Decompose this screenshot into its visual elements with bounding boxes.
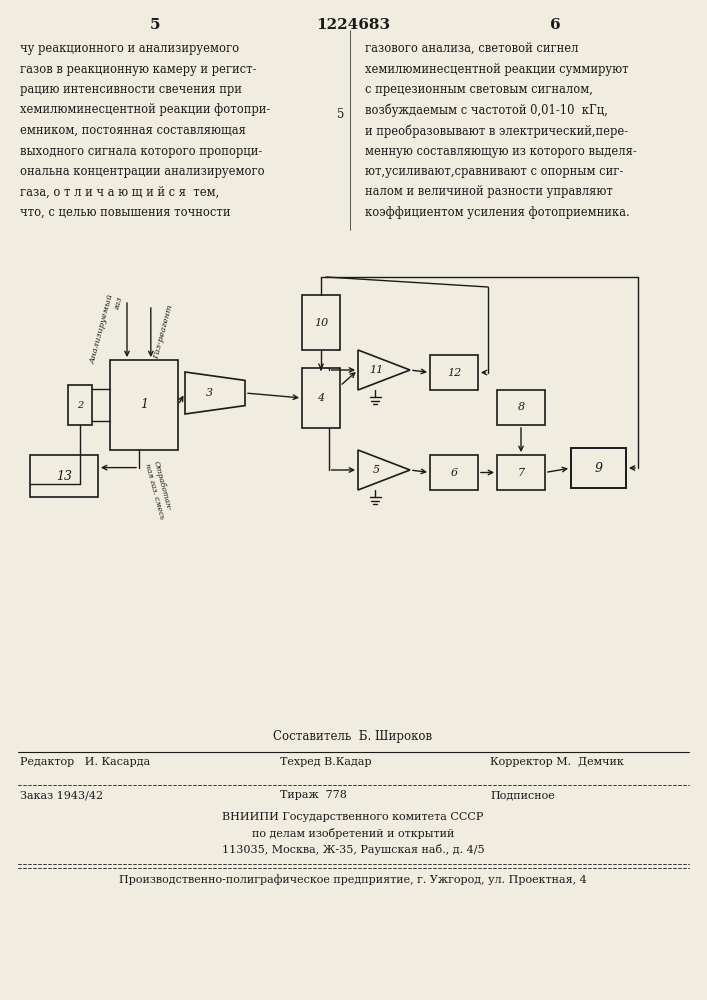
Text: 5: 5: [150, 18, 160, 32]
Bar: [302, 368, 340, 428]
Bar: [430, 355, 478, 390]
Text: что, с целью повышения точности: что, с целью повышения точности: [20, 206, 230, 219]
Text: рацию интенсивности свечения при: рацию интенсивности свечения при: [20, 83, 242, 96]
Text: хемилюминесцентной реакции суммируют: хемилюминесцентной реакции суммируют: [365, 62, 629, 76]
Text: Корректор М.  Демчик: Корректор М. Демчик: [490, 757, 624, 767]
Text: Отработан-
ная газ. смесь: Отработан- ная газ. смесь: [143, 460, 175, 520]
Text: 6: 6: [549, 18, 561, 32]
Bar: [68, 385, 92, 425]
Text: Заказ 1943/42: Заказ 1943/42: [20, 790, 103, 800]
Text: 1224683: 1224683: [316, 18, 390, 32]
Text: коэффициентом усиления фотоприемника.: коэффициентом усиления фотоприемника.: [365, 206, 630, 219]
Text: 3: 3: [206, 388, 213, 398]
Text: по делам изобретений и открытий: по делам изобретений и открытий: [252, 828, 454, 839]
Text: с прецезионным световым сигналом,: с прецезионным световым сигналом,: [365, 83, 593, 96]
Text: Производственно-полиграфическое предприятие, г. Ужгород, ул. Проектная, 4: Производственно-полиграфическое предприя…: [119, 874, 587, 885]
Text: 10: 10: [314, 318, 328, 328]
Bar: [302, 295, 340, 350]
Bar: [30, 455, 98, 497]
Text: чу реакционного и анализируемого: чу реакционного и анализируемого: [20, 42, 239, 55]
Text: 9: 9: [595, 462, 602, 475]
Text: ональна концентрации анализируемого: ональна концентрации анализируемого: [20, 165, 264, 178]
Text: 5: 5: [337, 107, 344, 120]
Text: выходного сигнала которого пропорци-: выходного сигнала которого пропорци-: [20, 144, 262, 157]
Text: Подписное: Подписное: [490, 790, 555, 800]
Text: 12: 12: [447, 367, 461, 377]
Text: Составитель  Б. Широков: Составитель Б. Широков: [274, 730, 433, 743]
Text: ВНИИПИ Государственного комитета СССР: ВНИИПИ Государственного комитета СССР: [222, 812, 484, 822]
Bar: [571, 448, 626, 488]
Text: 4: 4: [317, 393, 325, 403]
Text: 5: 5: [373, 465, 380, 475]
Text: Анализируемый
газ: Анализируемый газ: [88, 293, 124, 367]
Text: 11: 11: [369, 365, 383, 375]
Text: газов в реакционную камеру и регист-: газов в реакционную камеру и регист-: [20, 62, 257, 76]
Text: 6: 6: [450, 468, 457, 478]
Text: 113035, Москва, Ж-35, Раушская наб., д. 4/5: 113035, Москва, Ж-35, Раушская наб., д. …: [222, 844, 484, 855]
Text: 7: 7: [518, 468, 525, 478]
Text: возбуждаемым с частотой 0,01-10  кГц,: возбуждаемым с частотой 0,01-10 кГц,: [365, 104, 608, 117]
Text: хемилюминесцентной реакции фотопри-: хемилюминесцентной реакции фотопри-: [20, 104, 270, 116]
Text: 8: 8: [518, 402, 525, 412]
Text: Редактор   И. Касарда: Редактор И. Касарда: [20, 757, 151, 767]
Bar: [497, 390, 545, 425]
Bar: [430, 455, 478, 490]
Text: газа, о т л и ч а ю щ и й с я  тем,: газа, о т л и ч а ю щ и й с я тем,: [20, 186, 219, 198]
Text: газового анализа, световой сигнел: газового анализа, световой сигнел: [365, 42, 578, 55]
Text: ют,усиливают,сравнивают с опорным сиг-: ют,усиливают,сравнивают с опорным сиг-: [365, 165, 624, 178]
Text: 2: 2: [77, 400, 83, 410]
Text: и преобразовывают в электрический,пере-: и преобразовывают в электрический,пере-: [365, 124, 628, 137]
Text: Газ-реагент: Газ-реагент: [153, 304, 175, 360]
Bar: [110, 360, 178, 450]
Text: емником, постоянная составляющая: емником, постоянная составляющая: [20, 124, 246, 137]
Text: 13: 13: [56, 470, 72, 483]
Text: 1: 1: [140, 398, 148, 412]
Text: Тираж  778: Тираж 778: [280, 790, 347, 800]
Text: менную составляющую из которого выделя-: менную составляющую из которого выделя-: [365, 144, 637, 157]
Bar: [497, 455, 545, 490]
Text: Техред В.Кадар: Техред В.Кадар: [280, 757, 372, 767]
Text: налом и величиной разности управляют: налом и величиной разности управляют: [365, 186, 613, 198]
